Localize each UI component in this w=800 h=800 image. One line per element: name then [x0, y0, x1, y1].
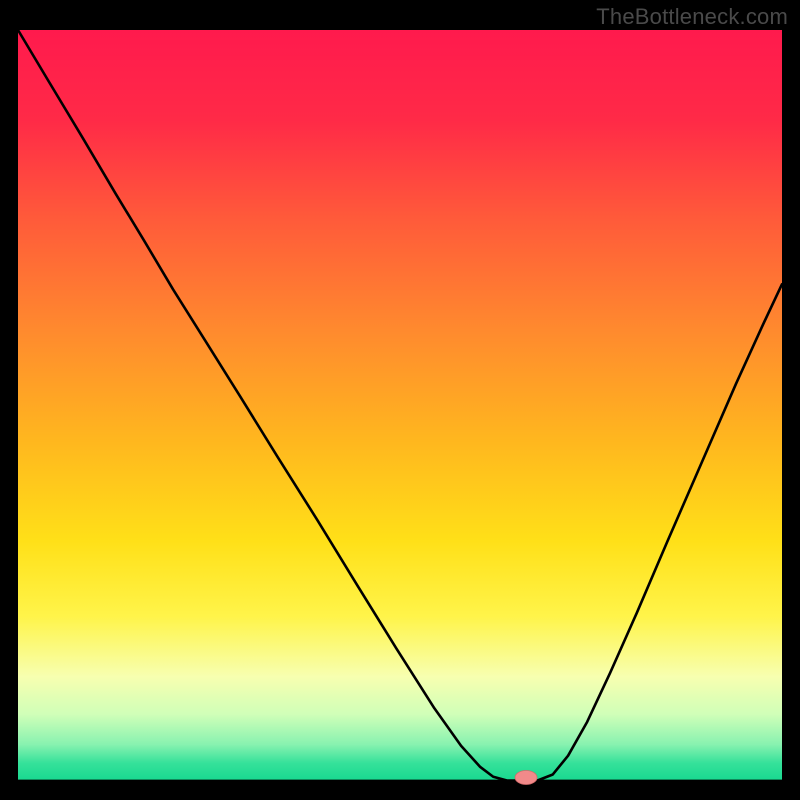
- watermark-text: TheBottleneck.com: [596, 4, 788, 30]
- chart-frame: TheBottleneck.com: [0, 0, 800, 800]
- bottleneck-curve: [18, 30, 782, 781]
- plot-area: [18, 30, 782, 782]
- optimal-marker: [515, 770, 537, 784]
- chart-svg: [18, 30, 782, 782]
